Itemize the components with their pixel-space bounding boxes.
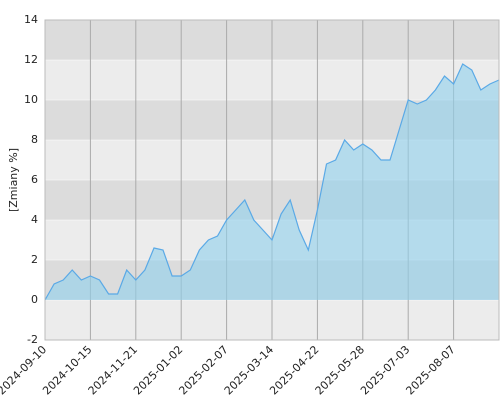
y-tick-label: 6 bbox=[31, 173, 38, 186]
x-tick-label: 2025-08-07 bbox=[403, 343, 457, 397]
y-axis-label: [Zmiany %] bbox=[7, 148, 20, 212]
y-tick-label: 12 bbox=[24, 53, 38, 66]
area-fill bbox=[45, 64, 499, 300]
y-tick-label: 2 bbox=[31, 253, 38, 266]
y-tick-label: 8 bbox=[31, 133, 38, 146]
y-tick-label: 14 bbox=[24, 13, 38, 26]
y-tick-label: -2 bbox=[27, 333, 38, 346]
plot-border bbox=[44, 19, 500, 341]
y-tick-label: 10 bbox=[24, 93, 38, 106]
line bbox=[44, 63, 500, 301]
y-tick-label: 4 bbox=[31, 213, 38, 226]
y-tick-label: 0 bbox=[31, 293, 38, 306]
